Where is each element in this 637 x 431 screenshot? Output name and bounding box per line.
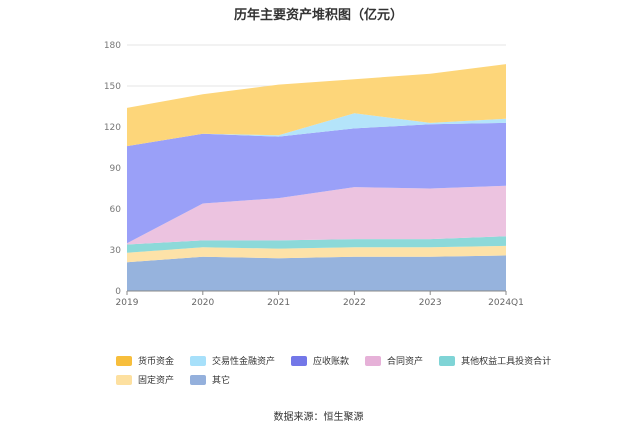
x-tick-label: 2023 [419,298,442,308]
legend-label: 交易性金融资产 [212,357,276,367]
legend-item[interactable]: 固定资产 [116,373,174,386]
y-tick-label: 30 [110,246,122,256]
axes: 0 30 60 90 120 150 180 2019 2020 2021 2022 2023 2024… [104,41,524,308]
legend-swatch [116,374,132,385]
legend-swatch [190,355,207,366]
y-tick-label: 90 [110,164,122,174]
legend-label: 合同资产 [387,357,424,367]
x-tick-label: 2020 [191,298,214,308]
legend-item[interactable]: 其它 [190,373,230,386]
area-交易性金融资产 [127,113,506,147]
legend-label: 其他权益工具投资合计 [461,357,552,367]
area-固定资产 [127,245,506,263]
legend: 货币资金 交易性金融资产 应收账款 合同资产 其他权益工具投资合计固定资产 其它 [116,354,556,386]
y-tick-label: 180 [104,41,121,51]
y-tick-label: 60 [110,205,122,215]
x-tick-label: 2021 [267,298,290,308]
x-tick-label: 2022 [343,298,366,308]
legend-label: 固定资产 [138,376,175,386]
x-tick-label: 2024Q1 [488,298,524,308]
legend-item[interactable]: 其他权益工具投资合计 [439,354,551,367]
area-货币资金 [127,64,506,147]
legend-item[interactable]: 合同资产 [365,354,423,367]
y-tick-label: 0 [115,287,121,297]
legend-swatch [116,355,132,366]
data-source-note: 数据来源：恒生聚源 [273,412,364,423]
y-tick-label: 150 [104,82,121,92]
y-tick-label: 120 [104,123,121,133]
chart-title: 历年主要资产堆积图（亿元） [233,8,403,23]
legend-label: 货币资金 [138,357,175,367]
legend-label: 其它 [212,376,231,386]
x-tick-label: 2019 [116,298,139,308]
legend-item[interactable]: 货币资金 [116,354,174,367]
legend-swatch [190,374,207,385]
legend-swatch [291,355,308,366]
area-应收账款 [127,122,506,244]
legend-swatch [365,355,382,366]
legend-item[interactable]: 应收账款 [291,354,349,367]
area-合同资产 [127,185,506,245]
legend-item[interactable]: 交易性金融资产 [190,354,275,367]
legend-swatch [439,355,456,366]
area-其它 [127,255,506,291]
legend-label: 应收账款 [313,357,350,367]
area-series [127,64,506,291]
